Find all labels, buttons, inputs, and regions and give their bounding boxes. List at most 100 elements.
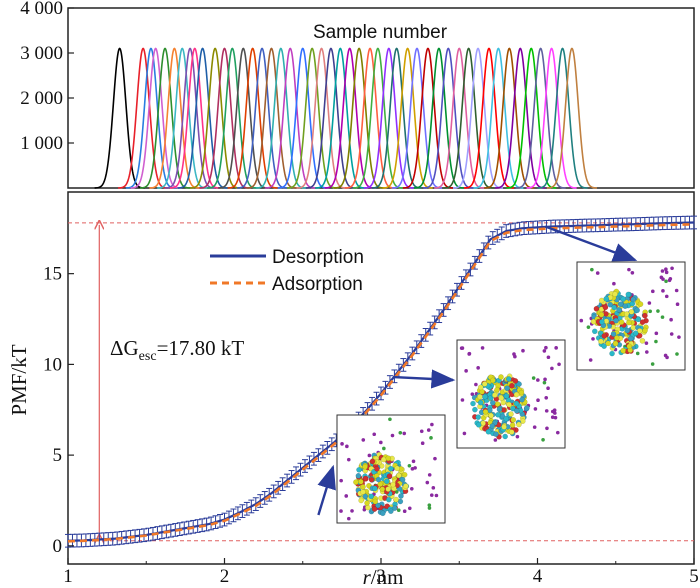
- cluster-atom: [481, 381, 488, 387]
- cluster-atom: [398, 493, 404, 499]
- snapshot-pointer-arrow: [393, 369, 456, 389]
- cluster-atom: [609, 350, 615, 357]
- solvent-particle: [542, 349, 547, 353]
- histogram-window-curve: [526, 47, 577, 189]
- histogram-title: Sample number: [313, 22, 448, 43]
- solvent-particle: [660, 269, 665, 273]
- cluster-atom: [482, 409, 489, 415]
- histogram-window-curve: [190, 47, 241, 189]
- cluster-atom: [642, 312, 648, 319]
- cluster-atom: [639, 338, 646, 344]
- solvent-particle: [431, 486, 436, 490]
- solvent-particle: [470, 392, 475, 396]
- cluster-atom: [388, 465, 394, 472]
- cluster-atom: [362, 463, 368, 470]
- solvent-particle: [407, 506, 412, 511]
- solvent-particle: [345, 444, 349, 449]
- histogram-window-curve: [287, 47, 338, 189]
- cluster-atom: [628, 309, 635, 315]
- solvent-particle: [346, 457, 351, 462]
- solvent-particle: [595, 271, 600, 275]
- solvent-particle: [552, 408, 557, 413]
- solvent-particle: [532, 425, 537, 429]
- cluster-atom: [366, 482, 372, 489]
- cluster-atom: [390, 481, 396, 488]
- histogram-window-curve: [334, 47, 385, 189]
- cluster-atom: [403, 483, 409, 489]
- histogram-window-curve: [352, 47, 403, 189]
- solvent-particle: [669, 332, 674, 336]
- cluster-atom: [489, 400, 496, 406]
- cluster-atom: [508, 411, 514, 417]
- cluster-atom: [399, 476, 406, 483]
- solvent-particle: [476, 366, 480, 370]
- histogram-window-curve: [506, 47, 557, 189]
- solvent-particle: [460, 398, 465, 402]
- cluster-atom: [501, 424, 507, 430]
- histogram-window-curve: [324, 47, 375, 189]
- cluster-atom: [603, 295, 610, 302]
- cluster-atom: [394, 465, 400, 472]
- series-lines: [67, 221, 695, 543]
- solvent-particle: [664, 294, 669, 299]
- y-tick-label: 5: [53, 445, 63, 466]
- cluster-atom: [475, 421, 482, 428]
- cluster-atom: [489, 423, 496, 429]
- cluster-atom: [620, 347, 626, 354]
- cluster-atom: [512, 378, 519, 384]
- cluster-atom: [475, 414, 481, 420]
- cluster-atom: [365, 504, 371, 511]
- solvent-particle: [521, 348, 525, 353]
- cluster-atom: [372, 498, 379, 505]
- solvent-particle: [394, 490, 399, 494]
- cluster-atom: [610, 331, 617, 337]
- histogram-window-curve: [443, 47, 494, 189]
- solvent-particle: [462, 431, 467, 436]
- cluster-atom: [630, 296, 637, 303]
- solvent-particle: [425, 480, 430, 485]
- x-axis-title: r/nm: [363, 565, 404, 588]
- histogram-window-curve: [463, 47, 515, 189]
- solvent-particle: [647, 301, 652, 305]
- cluster-atom: [385, 486, 391, 492]
- cluster-atom: [492, 392, 498, 398]
- cluster-atom: [627, 335, 634, 342]
- solvent-particle: [553, 411, 557, 415]
- solvent-particle: [339, 478, 343, 483]
- solvent-particle: [546, 355, 551, 360]
- cluster-atom: [605, 340, 611, 347]
- solvent-particle: [656, 309, 660, 313]
- cluster-atom: [626, 343, 633, 350]
- solvent-particle: [531, 376, 536, 380]
- solvent-particle: [612, 281, 616, 286]
- cluster-atom: [634, 307, 640, 314]
- cluster-atom: [493, 431, 499, 437]
- solvent-particle: [429, 493, 434, 497]
- histogram-window-curve: [305, 47, 356, 189]
- histogram-window-curve: [515, 47, 566, 189]
- solvent-particle: [555, 430, 560, 435]
- cluster-atom: [368, 493, 375, 500]
- solvent-particle: [650, 362, 655, 366]
- snapshot-inset-far: [576, 261, 686, 371]
- solvent-particle: [513, 354, 517, 359]
- cluster-atom: [504, 385, 510, 392]
- histogram-y-tick-label: 3 000: [20, 43, 63, 64]
- solvent-particle: [390, 433, 395, 438]
- cluster-atom: [482, 393, 488, 400]
- solvent-particle: [430, 422, 434, 427]
- cluster-atom: [362, 493, 369, 500]
- histogram-window-curve: [165, 47, 216, 189]
- x-tick-label: 1: [63, 566, 73, 587]
- histogram-window-curve: [537, 47, 588, 189]
- solvent-particle: [546, 386, 550, 391]
- solvent-particle: [379, 440, 383, 445]
- histogram-window-curve: [177, 47, 228, 189]
- cluster-atom: [498, 374, 504, 380]
- solvent-particle: [557, 362, 561, 367]
- solvent-particle: [545, 426, 549, 431]
- cluster-atom: [506, 401, 512, 408]
- histogram-window-curve: [199, 47, 250, 189]
- histogram-window-curve: [413, 47, 464, 189]
- cluster-atom: [369, 458, 376, 465]
